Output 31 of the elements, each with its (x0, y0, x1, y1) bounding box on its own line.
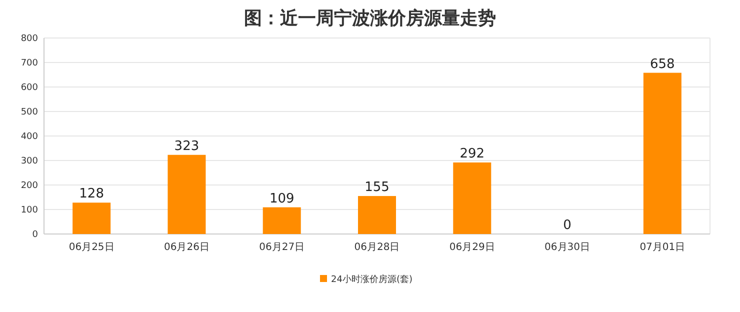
y-tick-label: 200 (20, 181, 38, 191)
data-label: 128 (79, 186, 104, 202)
y-tick-label: 400 (20, 132, 38, 142)
y-tick-label: 700 (20, 58, 38, 68)
data-label: 292 (460, 146, 485, 162)
y-tick-label: 300 (20, 156, 38, 166)
legend-label: 24小时涨价房源(套) (331, 274, 412, 285)
data-label: 155 (364, 180, 390, 196)
y-tick-label: 800 (20, 34, 38, 44)
bar (72, 202, 111, 234)
chart-title: 图：近一周宁波涨价房源量走势 (244, 8, 496, 29)
data-label: 109 (269, 191, 294, 206)
data-label: 323 (174, 138, 200, 154)
data-label: 658 (650, 56, 675, 72)
y-tick-label: 600 (20, 83, 38, 93)
x-tick-label: 06月27日 (259, 242, 305, 253)
bar (643, 72, 682, 234)
x-tick-label: 06月28日 (354, 242, 400, 253)
y-tick-label: 500 (20, 108, 38, 118)
bar (358, 196, 396, 234)
x-tick-label: 07月01日 (640, 242, 686, 253)
y-tick-label: 0 (32, 230, 38, 240)
x-tick-label: 06月30日 (544, 242, 590, 253)
bar (453, 162, 492, 234)
bar (262, 207, 301, 234)
y-tick-label: 100 (20, 206, 38, 216)
x-tick-label: 06月26日 (164, 242, 210, 253)
data-label: 0 (563, 218, 572, 233)
x-tick-label: 06月29日 (449, 242, 495, 253)
bar (168, 154, 206, 234)
x-tick-label: 06月25日 (68, 242, 114, 253)
